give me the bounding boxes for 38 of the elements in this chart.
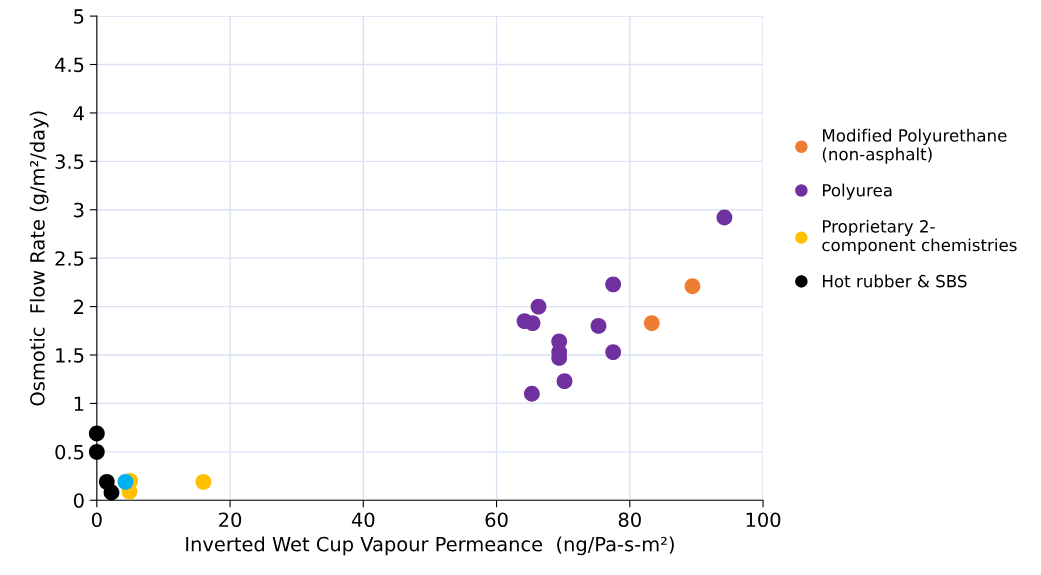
legend-label: Hot rubber & SBS	[823, 274, 967, 288]
y-tick-label: 1.5	[56, 348, 84, 363]
point	[195, 473, 212, 490]
x-tick-label: 0	[91, 512, 102, 528]
legend-label: Modified Polyurethane (non-asphalt)	[822, 128, 1007, 164]
y-tick-label: 0	[73, 493, 84, 508]
x-axis-title: Inverted Wet Cup Vapour Permeance (ng/Pa-s-m²)	[186, 536, 674, 556]
point	[590, 318, 607, 334]
y-tick-label: 4.5	[55, 57, 84, 73]
x-tick-label: 60	[485, 512, 508, 528]
y-tick-label: 0.5	[55, 444, 84, 460]
point	[716, 209, 733, 226]
point	[88, 443, 105, 460]
point	[605, 344, 622, 361]
x-tick-label: 20	[219, 512, 242, 528]
point	[103, 484, 120, 501]
legend-label: Polyurea	[823, 183, 892, 200]
y-axis-title: Osmotic Flow Rate (g/m²/day)	[29, 111, 49, 406]
legend-label: Proprietary 2- component chemistries	[822, 219, 1017, 255]
point	[524, 315, 541, 331]
y-tick-label: 5	[74, 9, 84, 24]
y-tick-label: 2	[74, 299, 84, 314]
y-tick-label: 3	[74, 202, 84, 218]
y-tick-label: 4	[73, 106, 84, 121]
point	[643, 315, 660, 331]
point	[530, 298, 547, 315]
point	[523, 385, 540, 402]
x-tick-label: 80	[618, 512, 641, 528]
point	[556, 373, 573, 390]
point	[117, 473, 134, 490]
point	[684, 278, 701, 295]
x-tick-label: 40	[351, 512, 375, 528]
point	[88, 425, 105, 442]
point	[605, 276, 622, 293]
y-tick-label: 2.5	[55, 251, 84, 266]
y-tick-label: 3.5	[55, 154, 84, 170]
x-tick-label: 100	[746, 512, 781, 528]
y-tick-label: 1	[74, 396, 84, 411]
